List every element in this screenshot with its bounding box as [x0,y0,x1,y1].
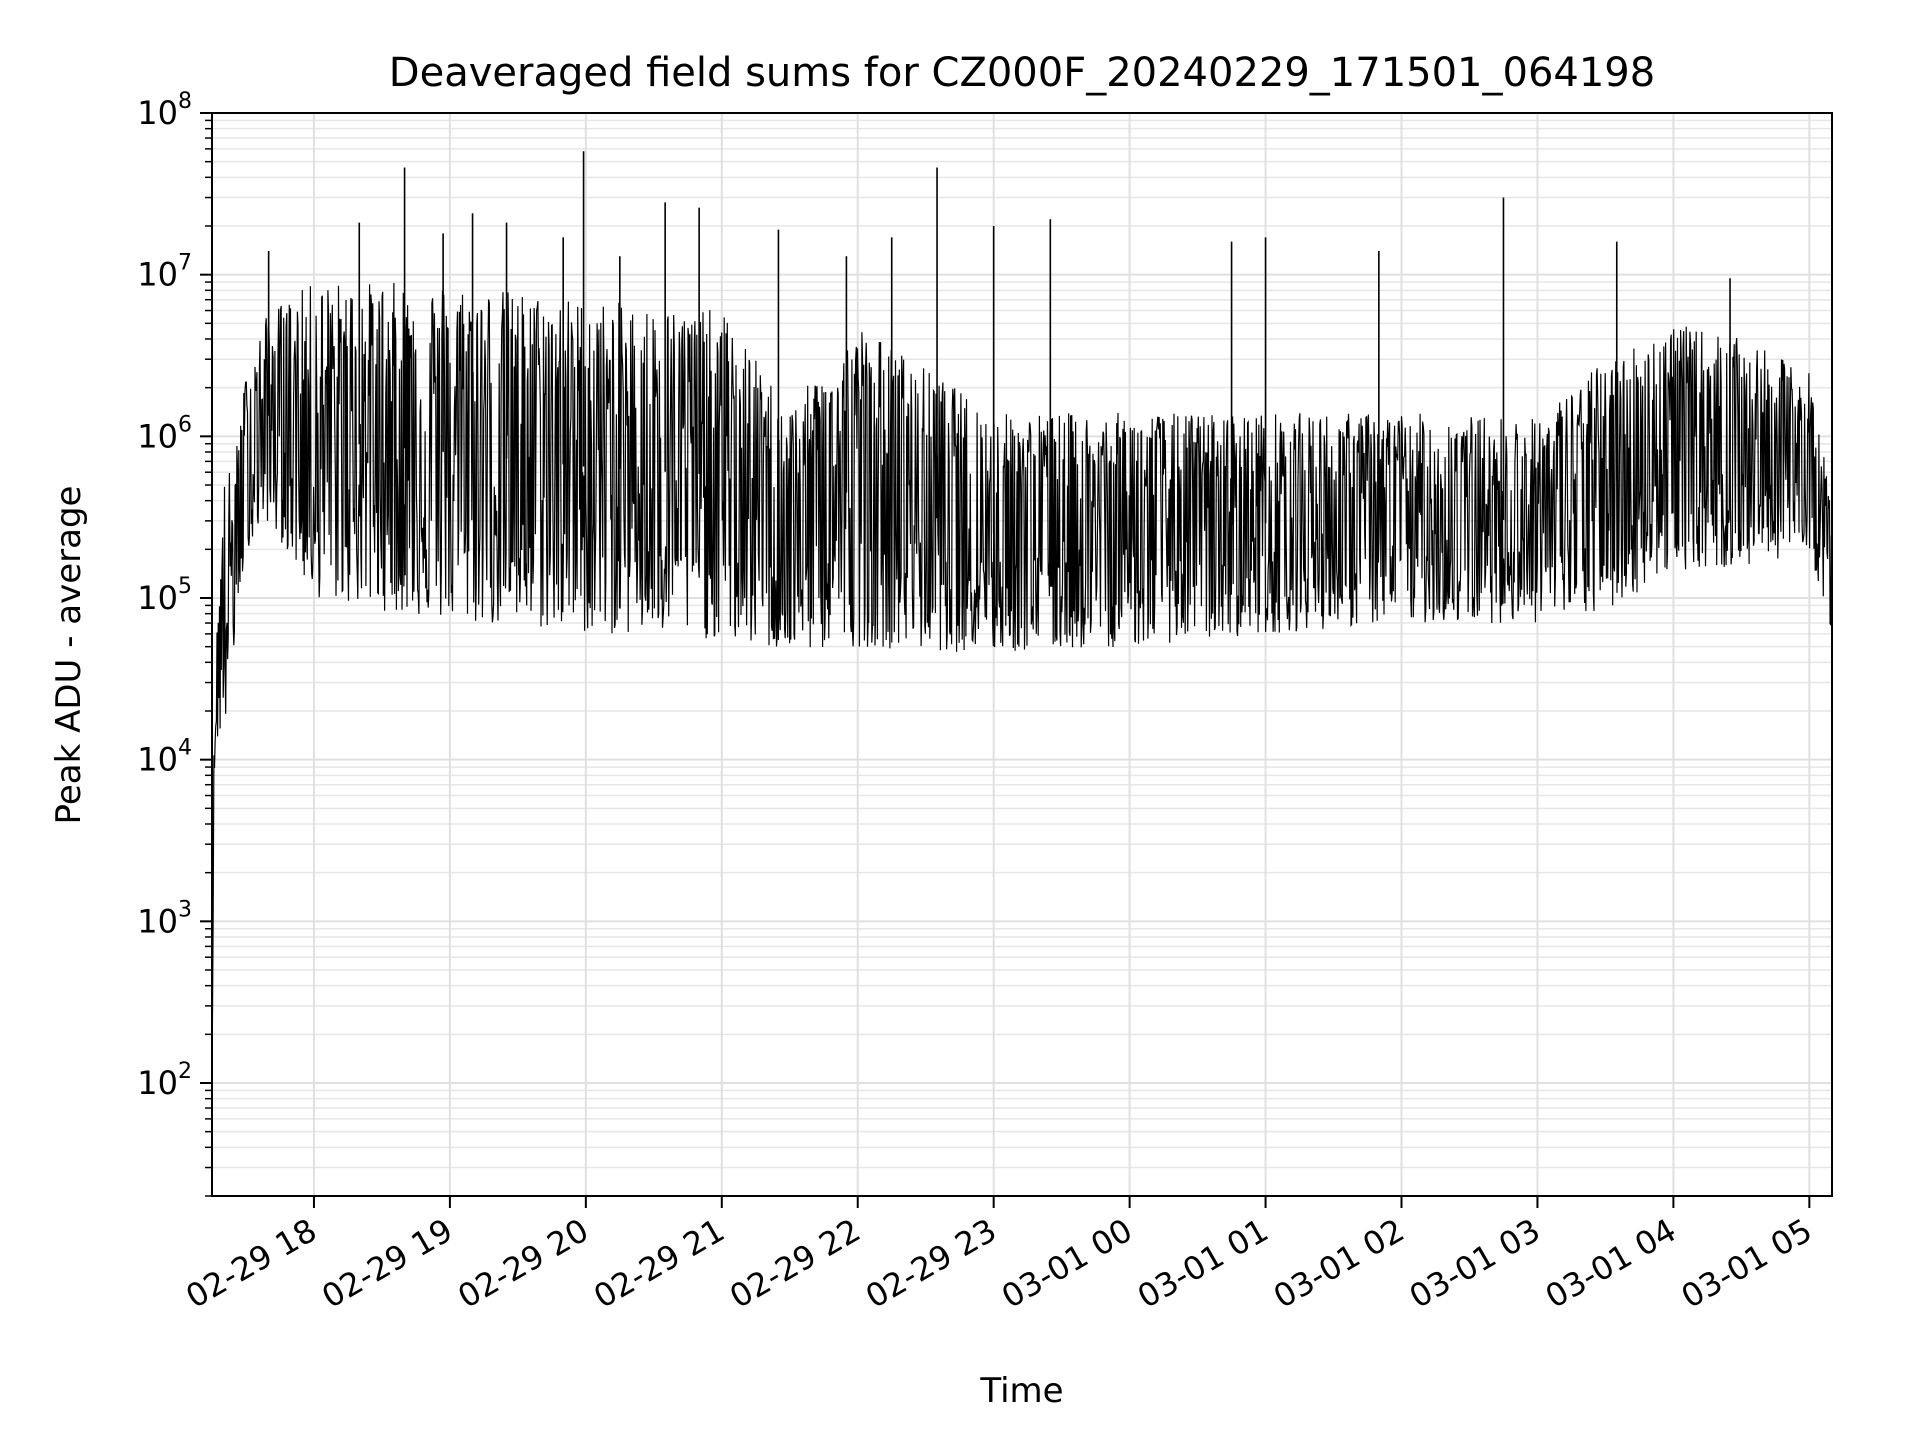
plot-frame [211,112,1833,1197]
y-tick-label: 104 [137,736,192,779]
y-axis: 102 103 104 105 106 107 108 [137,89,212,1197]
y-tick-label: 102 [137,1059,192,1102]
y-tick-label: 105 [137,574,192,617]
y-tick-label: 103 [137,897,192,940]
chart-title: Deaveraged field sums for CZ000F_2024022… [389,50,1655,96]
series-signal-path [211,282,1833,1084]
series-line [211,151,1833,1084]
y-tick-label: 106 [137,412,192,455]
y-axis-label: Peak ADU - average [49,486,89,825]
x-axis-label: Time [979,1371,1063,1411]
y-tick-label: 108 [137,89,192,132]
y-tick-label: 107 [137,251,192,294]
